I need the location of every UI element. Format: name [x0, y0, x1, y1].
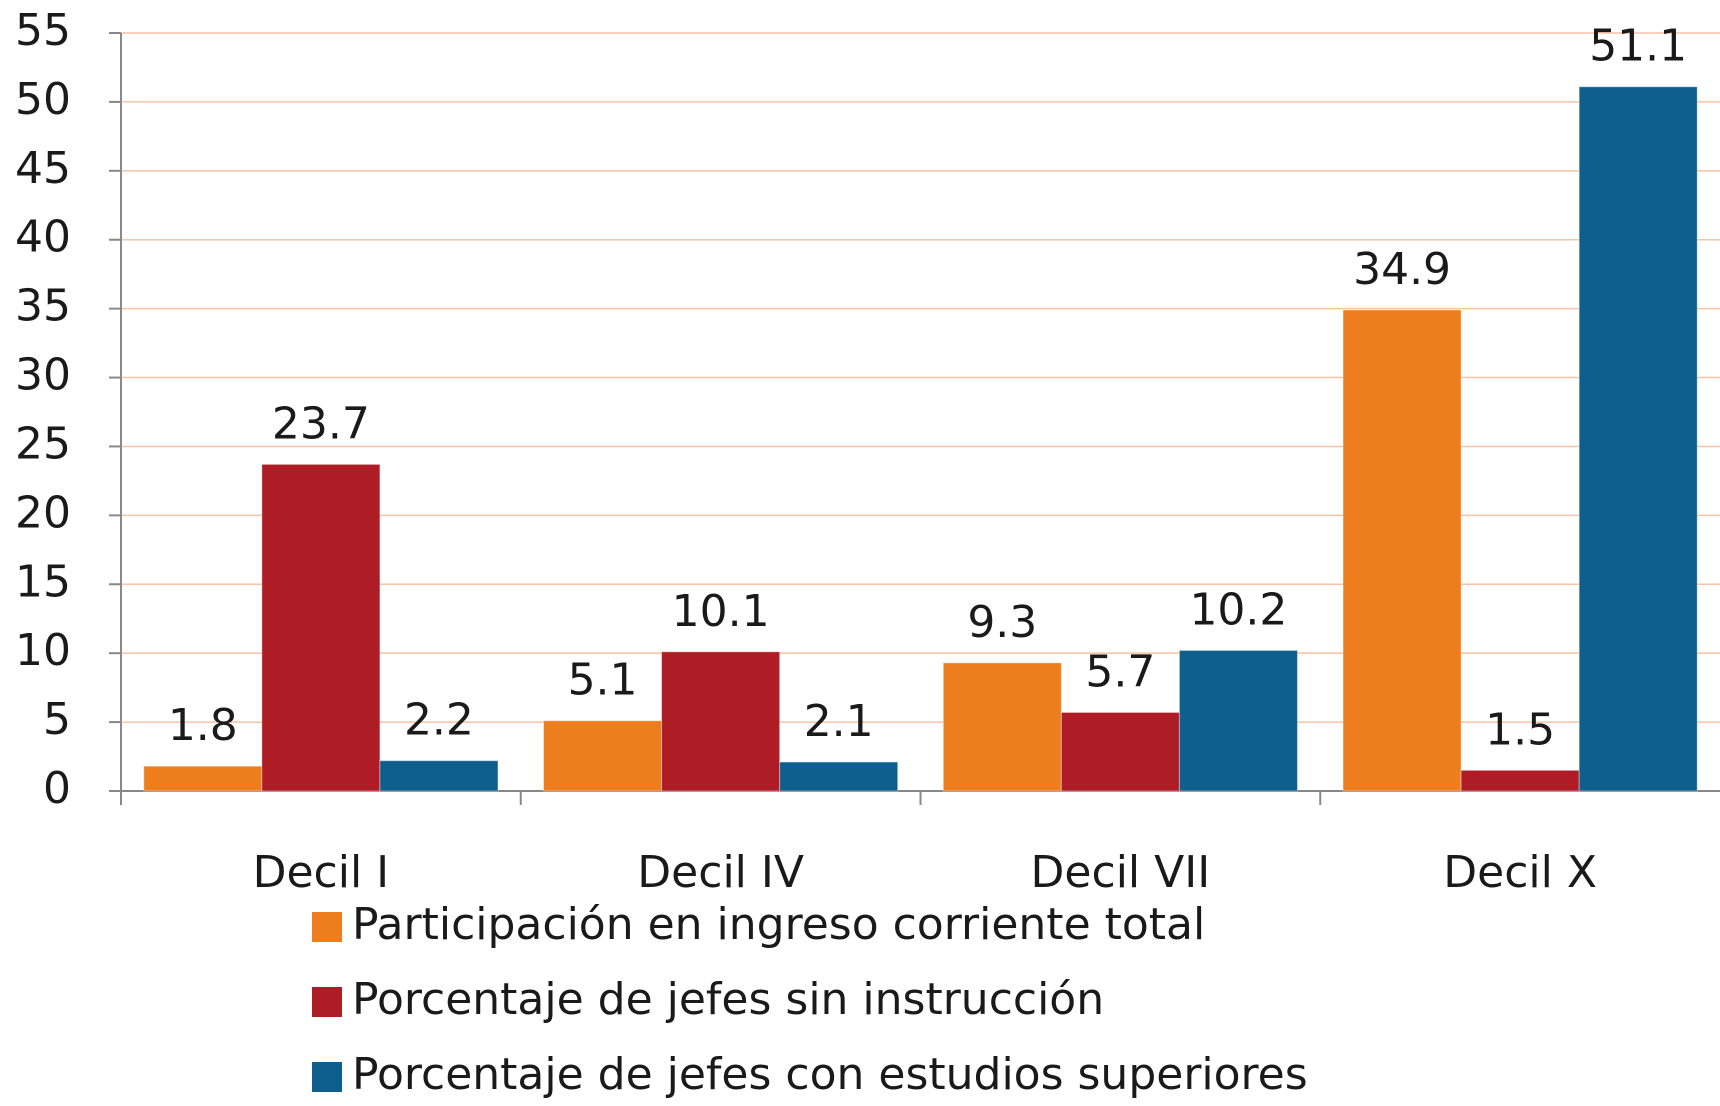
- data-label: 10.1: [672, 586, 770, 637]
- data-label: 51.1: [1589, 21, 1687, 72]
- legend-swatch: [312, 987, 342, 1017]
- data-label: 9.3: [967, 597, 1037, 648]
- y-tick-label: 50: [15, 74, 71, 125]
- x-tick-label: Decil X: [1443, 847, 1597, 898]
- data-label: 1.8: [168, 700, 238, 751]
- y-tick-label: 35: [15, 281, 71, 332]
- x-tick-label: Decil I: [253, 847, 390, 898]
- bar: [779, 761, 899, 792]
- data-label: 23.7: [272, 398, 370, 449]
- bar: [1460, 769, 1580, 792]
- y-tick-label: 15: [15, 556, 71, 607]
- legend-label: Porcentaje de jefes con estudios superio…: [352, 1049, 1308, 1100]
- y-tick-label: 20: [15, 487, 71, 538]
- legend-label: Porcentaje de jefes sin instrucción: [352, 974, 1104, 1025]
- bar: [1578, 86, 1698, 792]
- y-tick-label: 30: [15, 350, 71, 401]
- x-tick-label: Decil IV: [637, 847, 804, 898]
- legend-label: Participación en ingreso corriente total: [352, 899, 1205, 950]
- legend-swatch: [312, 912, 342, 942]
- y-tick-label: 40: [15, 212, 71, 263]
- y-tick-label: 5: [43, 694, 71, 745]
- data-label: 2.1: [804, 696, 874, 747]
- bar: [1342, 309, 1462, 792]
- data-label: 5.7: [1085, 646, 1155, 697]
- bar: [661, 651, 781, 792]
- data-label: 5.1: [568, 655, 638, 706]
- bar: [543, 720, 663, 792]
- y-tick-label: 25: [15, 418, 71, 469]
- bar: [1060, 711, 1180, 792]
- bar: [379, 760, 499, 792]
- data-label: 2.2: [404, 695, 474, 746]
- bar: [261, 463, 381, 792]
- data-label: 1.5: [1485, 704, 1555, 755]
- y-tick-label: 0: [43, 763, 71, 814]
- bar: [942, 662, 1062, 792]
- data-label: 10.2: [1189, 584, 1287, 635]
- bar: [1178, 649, 1298, 792]
- data-label: 34.9: [1353, 244, 1451, 295]
- x-tick-label: Decil VII: [1031, 847, 1211, 898]
- legend-swatch: [312, 1062, 342, 1092]
- bar: [143, 765, 263, 792]
- y-tick-label: 55: [15, 5, 71, 56]
- y-tick-label: 45: [15, 143, 71, 194]
- y-tick-label: 10: [15, 625, 71, 676]
